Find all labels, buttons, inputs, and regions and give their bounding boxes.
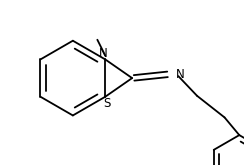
Text: N: N — [175, 68, 184, 81]
Text: N: N — [99, 47, 108, 60]
Text: S: S — [104, 97, 111, 110]
